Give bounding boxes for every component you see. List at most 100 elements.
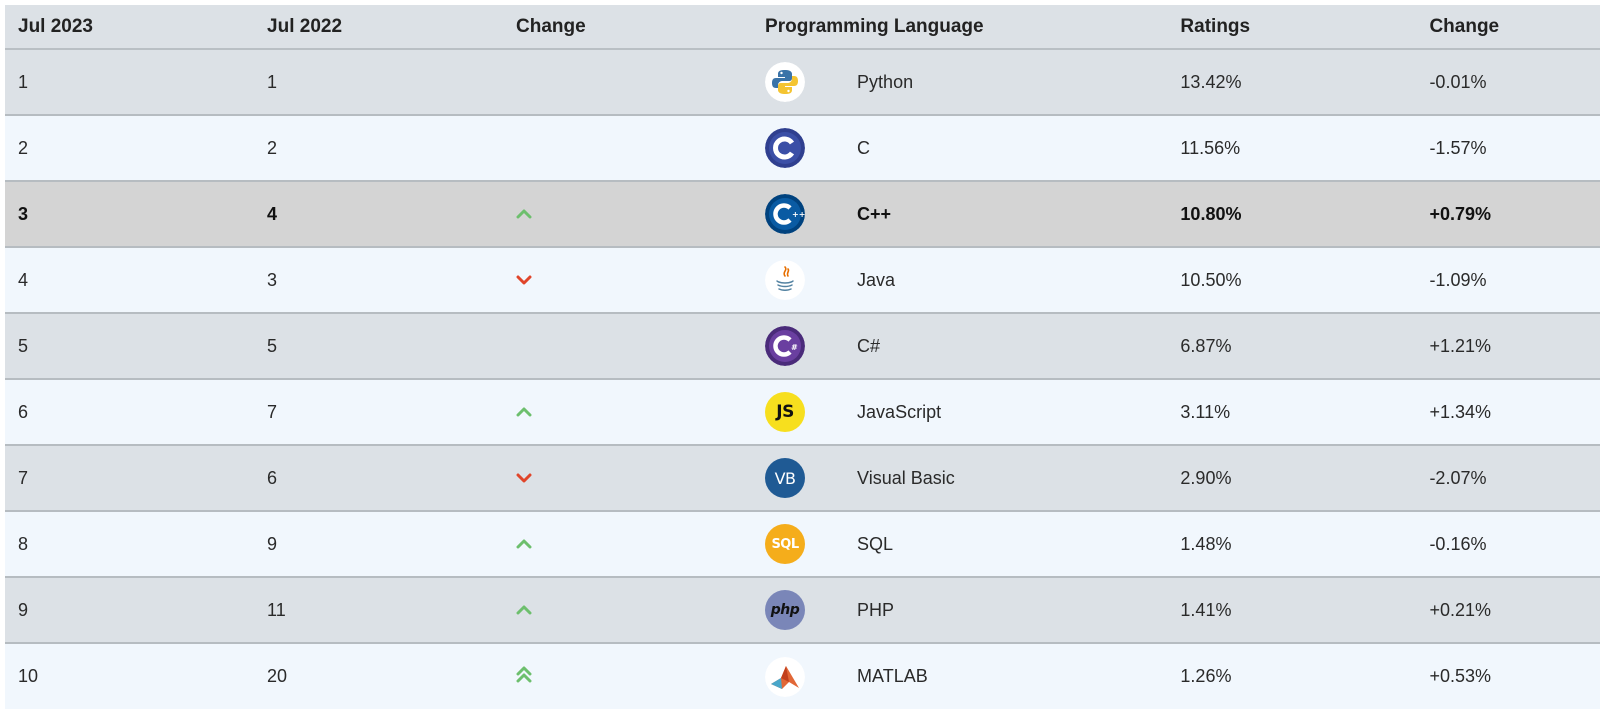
double-arrow-up-icon <box>516 665 532 688</box>
previous-rank: 20 <box>267 666 288 686</box>
programming-language: Python <box>752 49 1168 116</box>
language-name[interactable]: Java <box>857 269 896 290</box>
header-programming-language[interactable]: Programming Language <box>752 5 1168 50</box>
logo-label: VB <box>774 468 796 488</box>
language-name[interactable]: C++ <box>857 203 892 224</box>
programming-language-ranking-table: Jul 2023 Jul 2022 Change Programming Lan… <box>5 5 1600 709</box>
programming-language: C <box>752 115 1168 182</box>
rank-change <box>503 49 753 116</box>
previous-rank: 1 <box>254 49 504 116</box>
rank-change <box>503 445 753 512</box>
arrow-up-icon <box>516 600 532 621</box>
table-row[interactable]: 9 11 php PHP 1.41% +0.21% <box>5 577 1600 644</box>
ranking-table-container: Jul 2023 Jul 2022 Change Programming Lan… <box>5 5 1600 709</box>
cpp-icon: ++ <box>765 194 806 234</box>
sql-icon: SQL <box>765 524 806 564</box>
current-rank: 3 <box>5 181 255 248</box>
table-row[interactable]: 2 2 C 11.56% -1.57% <box>5 115 1600 182</box>
programming-language: php PHP <box>752 577 1168 644</box>
rating: 11.56% <box>1167 115 1417 182</box>
current-rank: 4 <box>5 247 255 314</box>
language-name[interactable]: MATLAB <box>857 666 928 686</box>
table-row[interactable]: 8 9 SQL SQL 1.48% -0.16% <box>5 511 1600 578</box>
language-name[interactable]: PHP <box>857 599 895 620</box>
header-current-rank[interactable]: Jul 2023 <box>5 5 255 50</box>
rank-change <box>503 115 753 182</box>
table-row[interactable]: 10 20 MATLAB 1.26% +0.53% <box>5 643 1600 709</box>
rank-change <box>503 511 753 578</box>
rank-change <box>503 313 753 380</box>
language-name[interactable]: JavaScript <box>857 401 942 422</box>
table-row[interactable]: 4 3 Java 10.50% -1.09% <box>5 247 1600 314</box>
python-icon <box>765 62 806 102</box>
php-icon: php <box>765 590 806 630</box>
rating-change: +0.21% <box>1416 577 1600 644</box>
header-rank-change[interactable]: Change <box>503 5 753 50</box>
previous-rank: 11 <box>254 577 504 644</box>
table-row[interactable]: 3 4 ++ C++ 10.80% +0.79% <box>5 181 1600 248</box>
arrow-up-icon <box>516 402 532 423</box>
programming-language: # C# <box>752 313 1168 380</box>
language-name[interactable]: C# <box>857 335 881 356</box>
rating-change: +1.21% <box>1416 313 1600 380</box>
rating: 1.41% <box>1167 577 1417 644</box>
matlab-icon <box>765 656 806 697</box>
table-row[interactable]: 6 7 JS JavaScript 3.11% +1.34% <box>5 379 1600 446</box>
rating-change: +0.79% <box>1416 181 1600 248</box>
previous-rank: 2 <box>254 115 504 182</box>
programming-language: JS JavaScript <box>752 379 1168 446</box>
previous-rank: 4 <box>254 181 504 248</box>
current-rank: 5 <box>5 313 255 380</box>
arrow-down-icon <box>516 270 532 291</box>
header-rating-change[interactable]: Change <box>1416 5 1600 50</box>
programming-language: Java <box>752 247 1168 314</box>
svg-text:#: # <box>791 343 798 352</box>
current-rank: 6 <box>5 379 255 446</box>
arrow-up-icon <box>516 534 532 555</box>
javascript-icon: JS <box>765 392 806 432</box>
logo-label: php <box>770 602 800 618</box>
visual-basic-icon: VB <box>765 458 806 498</box>
rating-change: +0.53% <box>1429 666 1491 686</box>
arrow-down-icon <box>516 468 532 489</box>
table-row[interactable]: 1 1 Python 13.42% -0.01% <box>5 49 1600 116</box>
language-name[interactable]: C <box>857 137 871 158</box>
table-row[interactable]: 7 6 VB Visual Basic 2.90% -2.07% <box>5 445 1600 512</box>
table-header-row: Jul 2023 Jul 2022 Change Programming Lan… <box>5 5 1600 50</box>
csharp-icon: # <box>765 326 806 366</box>
current-rank: 2 <box>5 115 255 182</box>
rating: 6.87% <box>1167 313 1417 380</box>
table-row[interactable]: 5 5 # C# 6.87% +1.21% <box>5 313 1600 380</box>
rating: 10.50% <box>1167 247 1417 314</box>
rank-change <box>503 247 753 314</box>
logo-label: SQL <box>771 536 799 552</box>
current-rank: 7 <box>5 445 255 512</box>
rating-change: -1.57% <box>1416 115 1600 182</box>
rank-change <box>503 379 753 446</box>
rank-change <box>503 577 753 644</box>
current-rank: 10 <box>18 666 39 686</box>
rating: 1.48% <box>1167 511 1417 578</box>
rating: 3.11% <box>1167 379 1417 446</box>
c-icon <box>765 128 806 168</box>
previous-rank: 9 <box>254 511 504 578</box>
programming-language: VB Visual Basic <box>752 445 1168 512</box>
java-icon <box>765 260 806 300</box>
programming-language: MATLAB <box>752 643 1167 709</box>
header-previous-rank[interactable]: Jul 2022 <box>254 5 504 50</box>
logo-label: JS <box>776 402 794 422</box>
language-name[interactable]: Python <box>857 71 914 92</box>
language-name[interactable]: Visual Basic <box>857 467 955 488</box>
language-name[interactable]: SQL <box>857 533 894 554</box>
programming-language: ++ C++ <box>752 181 1168 248</box>
current-rank: 9 <box>5 577 255 644</box>
previous-rank: 6 <box>254 445 504 512</box>
arrow-up-icon <box>516 204 532 225</box>
current-rank: 1 <box>5 49 255 116</box>
svg-text:++: ++ <box>792 210 805 219</box>
rating-change: -1.09% <box>1416 247 1600 314</box>
previous-rank: 3 <box>254 247 504 314</box>
rating-change: -2.07% <box>1416 445 1600 512</box>
rank-change <box>503 181 753 248</box>
header-ratings[interactable]: Ratings <box>1167 5 1417 50</box>
